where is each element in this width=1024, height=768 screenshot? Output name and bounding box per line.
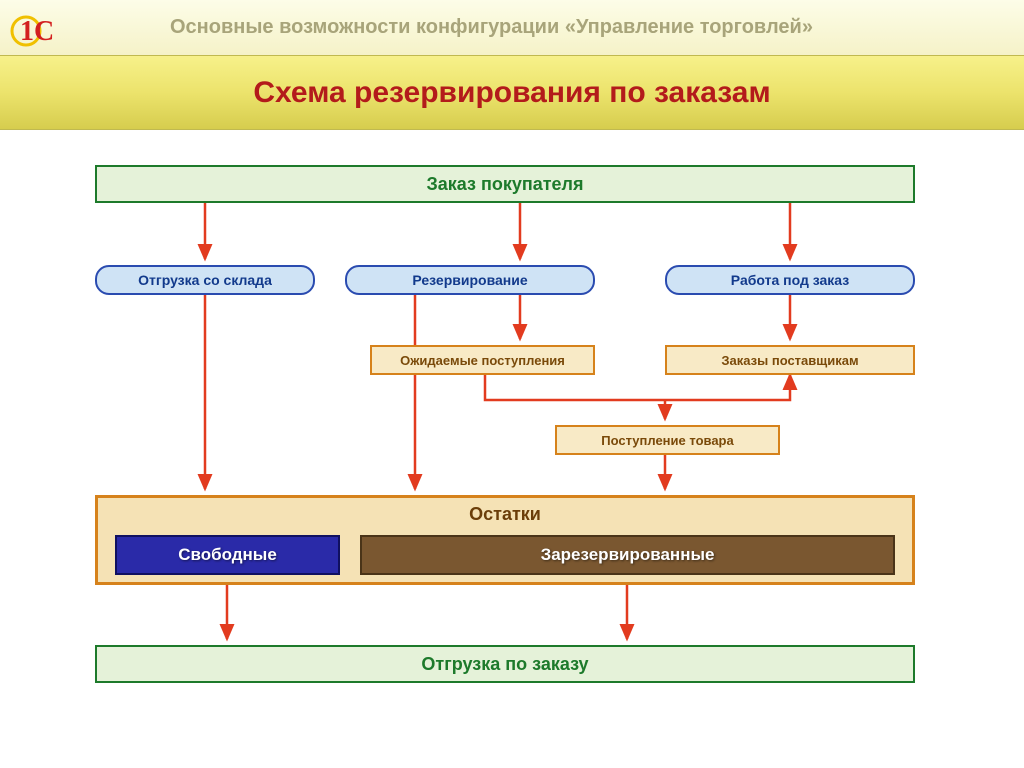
node-reservation: Резервирование <box>345 265 595 295</box>
node-label: Зарезервированные <box>541 545 715 565</box>
node-label: Поступление товара <box>601 433 733 448</box>
node-ship-by-order: Отгрузка по заказу <box>95 645 915 683</box>
header-bar: 1 С Основные возможности конфигурации «У… <box>0 0 1024 55</box>
node-label: Отгрузка по заказу <box>421 654 588 675</box>
page-title: Схема резервирования по заказам <box>253 76 770 110</box>
svg-text:1: 1 <box>20 16 34 47</box>
page-subtitle: Основные возможности конфигурации «Управ… <box>170 16 813 39</box>
node-label: Остатки <box>469 504 541 525</box>
node-label: Ожидаемые поступления <box>400 353 565 368</box>
node-reserved-stock: Зарезервированные <box>360 535 895 575</box>
node-label: Свободные <box>178 545 277 565</box>
node-free-stock: Свободные <box>115 535 340 575</box>
node-label: Заказы поставщикам <box>721 353 858 368</box>
logo-1c: 1 С <box>10 5 65 60</box>
node-expected-receipts: Ожидаемые поступления <box>370 345 595 375</box>
node-work-to-order: Работа под заказ <box>665 265 915 295</box>
node-ship-from-stock: Отгрузка со склада <box>95 265 315 295</box>
node-label: Резервирование <box>412 272 527 288</box>
node-label: Отгрузка со склада <box>138 272 272 288</box>
node-label: Заказ покупателя <box>426 174 583 195</box>
node-label: Работа под заказ <box>731 272 849 288</box>
flowchart-diagram: Заказ покупателя Отгрузка со склада Резе… <box>0 145 1024 755</box>
node-supplier-orders: Заказы поставщикам <box>665 345 915 375</box>
title-bar: Схема резервирования по заказам <box>0 55 1024 130</box>
node-goods-receipt: Поступление товара <box>555 425 780 455</box>
node-customer-order: Заказ покупателя <box>95 165 915 203</box>
svg-text:С: С <box>34 16 54 47</box>
